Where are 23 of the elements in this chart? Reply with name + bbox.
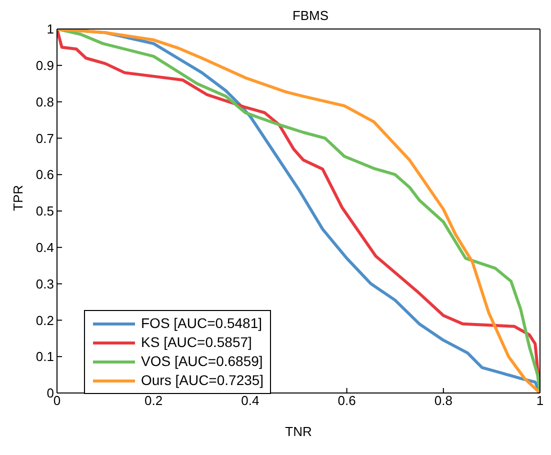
- y-tick-label: 0.3: [36, 276, 54, 292]
- x-axis-title: TNR: [285, 424, 312, 439]
- x-tick-label: 0.6: [338, 393, 356, 408]
- y-tick-label: 0.9: [36, 58, 54, 74]
- x-tick-label: 0.2: [144, 393, 163, 408]
- y-tick-label: 0.7: [36, 130, 54, 146]
- legend-label: Ours [AUC=0.7235]: [141, 371, 264, 390]
- y-tick-label: 0.2: [36, 312, 54, 328]
- legend-label: KS [AUC=0.5857]: [141, 333, 252, 352]
- legend-label: FOS [AUC=0.5481]: [141, 314, 262, 333]
- x-tick-label: 1: [536, 393, 544, 408]
- x-tick-label: 0.4: [241, 393, 260, 408]
- y-tick-label: 0.1: [36, 349, 54, 364]
- x-tick-label: 0.8: [434, 393, 452, 408]
- y-tick-label: 0.4: [36, 240, 54, 256]
- y-tick-label: 0.6: [36, 167, 54, 182]
- y-axis-title: TPR: [10, 185, 26, 211]
- chart-title: FBMS: [291, 8, 330, 23]
- y-tick-label: 0.8: [36, 94, 54, 110]
- y-tick-label: 0.5: [36, 204, 54, 219]
- line-series: [57, 29, 540, 393]
- legend-label: VOS [AUC=0.6859]: [141, 352, 263, 371]
- y-tick-label: 1: [46, 22, 54, 37]
